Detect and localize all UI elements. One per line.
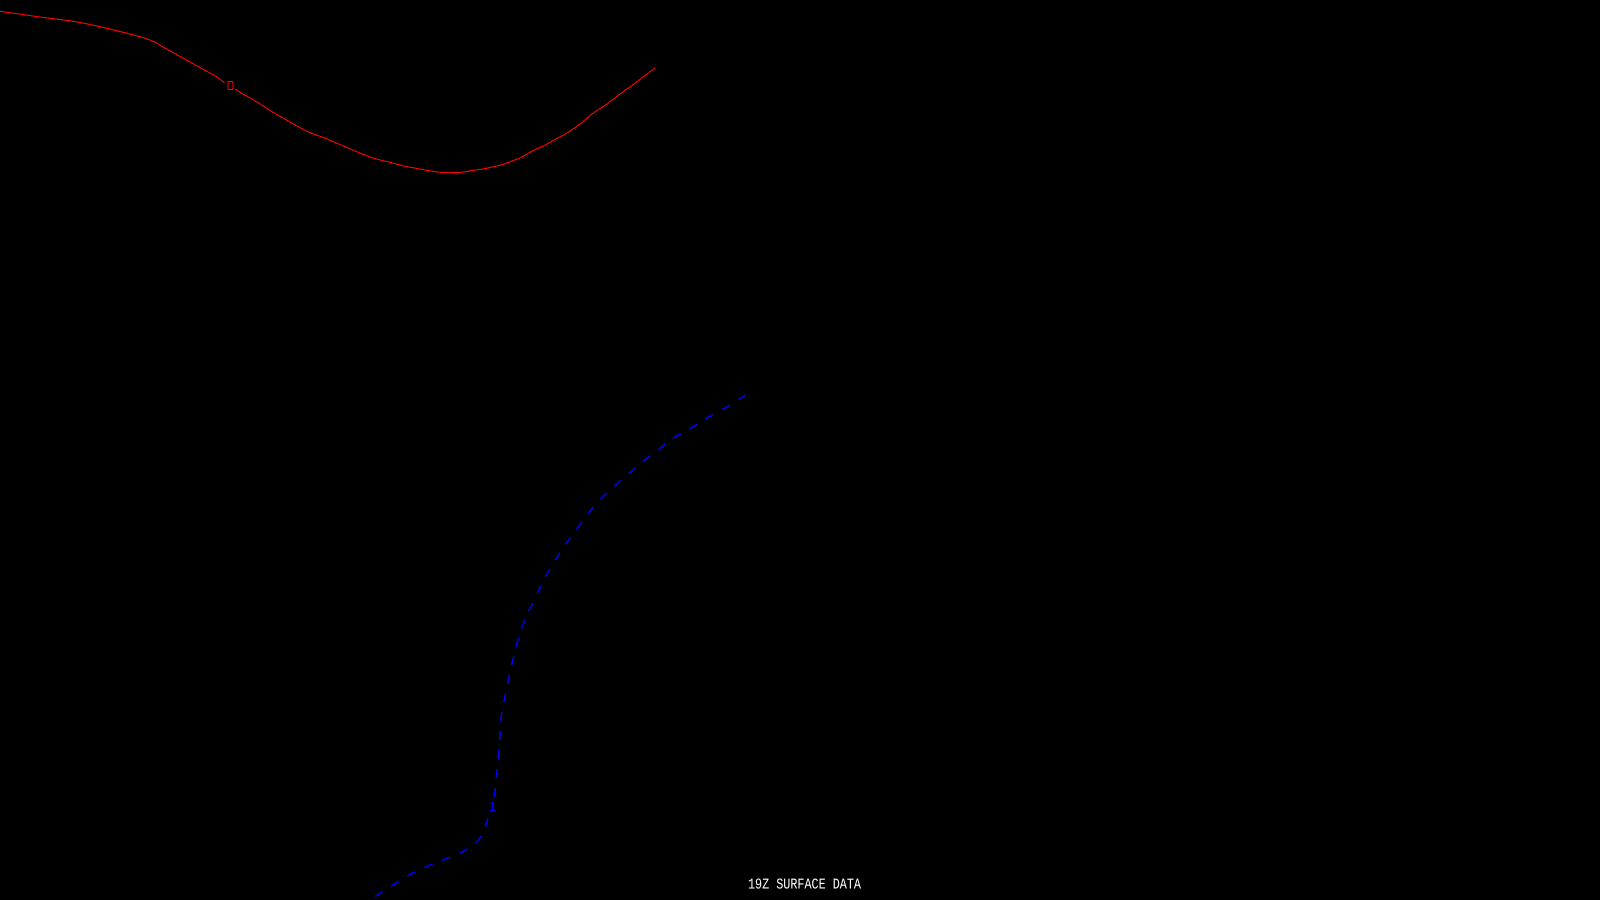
- svg-text:19Z SURFACE DATA: 19Z SURFACE DATA: [748, 877, 861, 894]
